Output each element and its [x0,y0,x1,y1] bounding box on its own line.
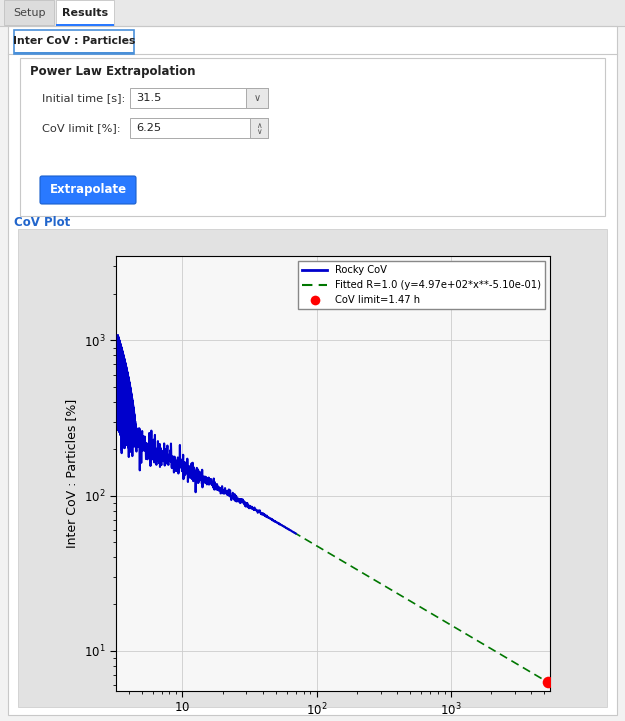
Bar [14,52,134,54]
Text: CoV limit [%]:: CoV limit [%]: [42,123,121,133]
Bar [14,30,134,54]
Text: 6.25: 6.25 [136,123,161,133]
Text: Inter CoV : Particles: Inter CoV : Particles [12,36,135,46]
Bar [18,229,607,707]
FancyBboxPatch shape [40,176,136,204]
Text: Results: Results [62,7,108,17]
Text: ∨: ∨ [254,93,261,103]
Text: Extrapolate: Extrapolate [49,184,126,197]
Bar [0,0,625,26]
Bar [130,88,268,108]
Text: Power Law Extrapolation: Power Law Extrapolation [30,66,196,79]
Bar [56,0,114,26]
Point [542,676,552,688]
Text: Initial time [s]:: Initial time [s]: [42,93,126,103]
Bar [4,0,54,25]
Bar [20,58,605,216]
Bar [56,24,114,26]
Text: ∧: ∧ [256,120,262,130]
Bar [250,118,268,138]
Text: ∨: ∨ [256,126,262,136]
Y-axis label: Inter CoV : Particles [%]: Inter CoV : Particles [%] [66,399,78,548]
Bar [130,118,268,138]
Text: CoV Plot: CoV Plot [14,216,70,229]
Legend: Rocky CoV, Fitted R=1.0 (y=4.97e+02*x**-5.10e-01), CoV limit=1.47 h: Rocky CoV, Fitted R=1.0 (y=4.97e+02*x**-… [298,261,545,309]
Text: Setup: Setup [12,7,45,17]
Bar [246,88,268,108]
Text: 31.5: 31.5 [136,93,161,103]
